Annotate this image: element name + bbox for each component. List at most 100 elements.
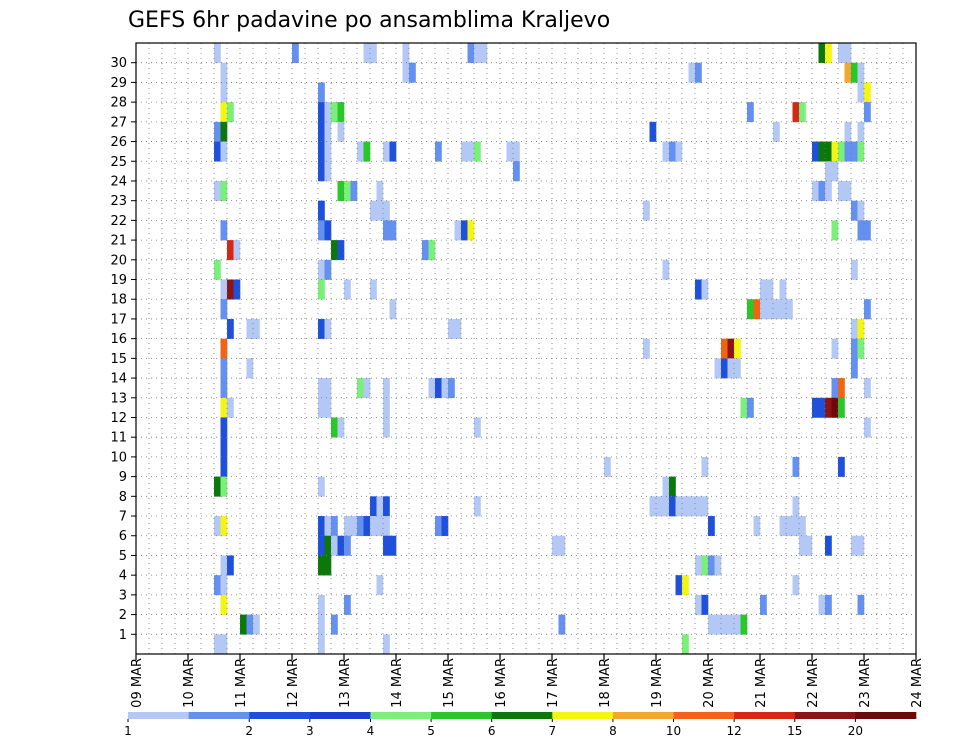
- heatmap-cell: [383, 378, 390, 399]
- heatmap-cell: [350, 516, 358, 537]
- heatmap-cell: [292, 43, 299, 64]
- heatmap-cell: [695, 555, 702, 576]
- heatmap-cell: [844, 43, 852, 64]
- x-tick-label: 24 MAR: [910, 658, 925, 708]
- heatmap-cell: [649, 121, 657, 142]
- x-tick-label: 22 MAR: [806, 658, 821, 708]
- heatmap-cell: [818, 141, 826, 162]
- dotted-grid: [136, 43, 916, 654]
- heatmap-cell: [318, 220, 325, 241]
- heatmap-cell: [825, 141, 832, 162]
- heatmap-cell: [467, 220, 475, 241]
- heatmap-cell: [766, 279, 774, 300]
- heatmap-cell: [695, 279, 702, 300]
- heatmap-cell: [383, 417, 390, 438]
- heatmap-cell: [747, 299, 754, 320]
- heatmap-cell: [246, 614, 254, 635]
- heatmap-cell: [844, 62, 852, 83]
- heatmap-cell: [331, 535, 338, 556]
- y-tick-label: 12: [110, 411, 127, 426]
- heatmap-cell: [831, 161, 839, 182]
- heatmap-cell: [467, 43, 475, 64]
- heatmap-cell: [714, 358, 722, 379]
- heatmap-cell: [220, 594, 228, 615]
- heatmap-cell: [318, 614, 325, 635]
- legend-label: 15: [787, 724, 802, 738]
- heatmap-cell: [324, 318, 332, 339]
- heatmap-cell: [851, 535, 858, 556]
- y-tick-label: 18: [110, 293, 127, 308]
- heatmap-cell: [227, 102, 234, 123]
- heatmap-cell: [701, 594, 709, 615]
- heatmap-cell: [812, 397, 819, 418]
- heatmap-cell: [779, 299, 787, 320]
- x-tick-label: 18 MAR: [598, 658, 613, 708]
- heatmap-cell: [857, 338, 865, 359]
- heatmap-cell: [233, 240, 241, 261]
- heatmap-cell: [831, 141, 839, 162]
- legend-swatch: [431, 712, 492, 719]
- heatmap-cell: [383, 397, 390, 418]
- y-tick-label: 13: [110, 391, 127, 406]
- heatmap-cell: [857, 594, 865, 615]
- heatmap-cell: [383, 535, 390, 556]
- heatmap-cell: [799, 102, 806, 123]
- heatmap-cell: [220, 82, 228, 103]
- heatmap-cell: [318, 555, 325, 576]
- y-tick-label: 22: [110, 214, 127, 229]
- heatmap-cell: [344, 180, 351, 201]
- heatmap-cell: [227, 555, 234, 576]
- heatmap-cell: [701, 496, 709, 517]
- heatmap-cell: [370, 43, 377, 64]
- heatmap-cell: [474, 496, 481, 517]
- legend-label: 6: [488, 724, 496, 738]
- heatmap-cell: [448, 318, 455, 339]
- y-tick-label: 5: [119, 549, 127, 564]
- heatmap-cell: [792, 516, 800, 537]
- chart-title: GEFS 6hr padavine po ansamblima Kraljevo: [128, 8, 610, 33]
- heatmap-cell: [227, 318, 234, 339]
- heatmap-cell: [220, 476, 228, 497]
- heatmap-cell: [318, 82, 325, 103]
- legend-label: 1: [124, 724, 132, 738]
- heatmap-cell: [220, 417, 228, 438]
- heatmap-cell: [786, 299, 793, 320]
- heatmap-cell: [838, 397, 845, 418]
- heatmap-cell: [331, 614, 338, 635]
- heatmap-cell: [695, 62, 702, 83]
- x-tick-label: 15 MAR: [442, 658, 457, 708]
- heatmap-cell: [734, 338, 741, 359]
- legend-label: 4: [367, 724, 375, 738]
- legend-swatch: [370, 712, 432, 719]
- heatmap-cell: [747, 397, 754, 418]
- heatmap-cell: [461, 141, 468, 162]
- heatmap-cell: [337, 535, 345, 556]
- heatmap-cell: [831, 338, 839, 359]
- heatmap-cell: [831, 220, 839, 241]
- heatmap-cell: [318, 121, 325, 142]
- heatmap-cell: [740, 397, 748, 418]
- heatmap-cell: [675, 141, 683, 162]
- heatmap-cell: [844, 121, 852, 142]
- heatmap-cell: [513, 141, 520, 162]
- heatmap-cell: [766, 299, 774, 320]
- heatmap-cell: [701, 279, 709, 300]
- heatmap-cell: [604, 456, 611, 477]
- heatmap-cell: [857, 535, 865, 556]
- heatmap-cell: [851, 338, 858, 359]
- heatmap-cell: [721, 614, 728, 635]
- legend-swatch: [188, 712, 250, 719]
- y-tick-label: 30: [110, 56, 127, 71]
- heatmap-cell: [324, 516, 332, 537]
- heatmap-cell: [324, 141, 332, 162]
- heatmap-cell: [857, 121, 865, 142]
- heatmap-cell: [825, 43, 832, 64]
- heatmap-cell: [864, 417, 871, 438]
- heatmap-cell: [344, 594, 351, 615]
- heatmap-cell: [773, 299, 780, 320]
- heatmap-cell: [727, 358, 735, 379]
- heatmap-cell: [818, 594, 826, 615]
- legend-label: 8: [609, 724, 617, 738]
- heatmap-cell: [844, 141, 852, 162]
